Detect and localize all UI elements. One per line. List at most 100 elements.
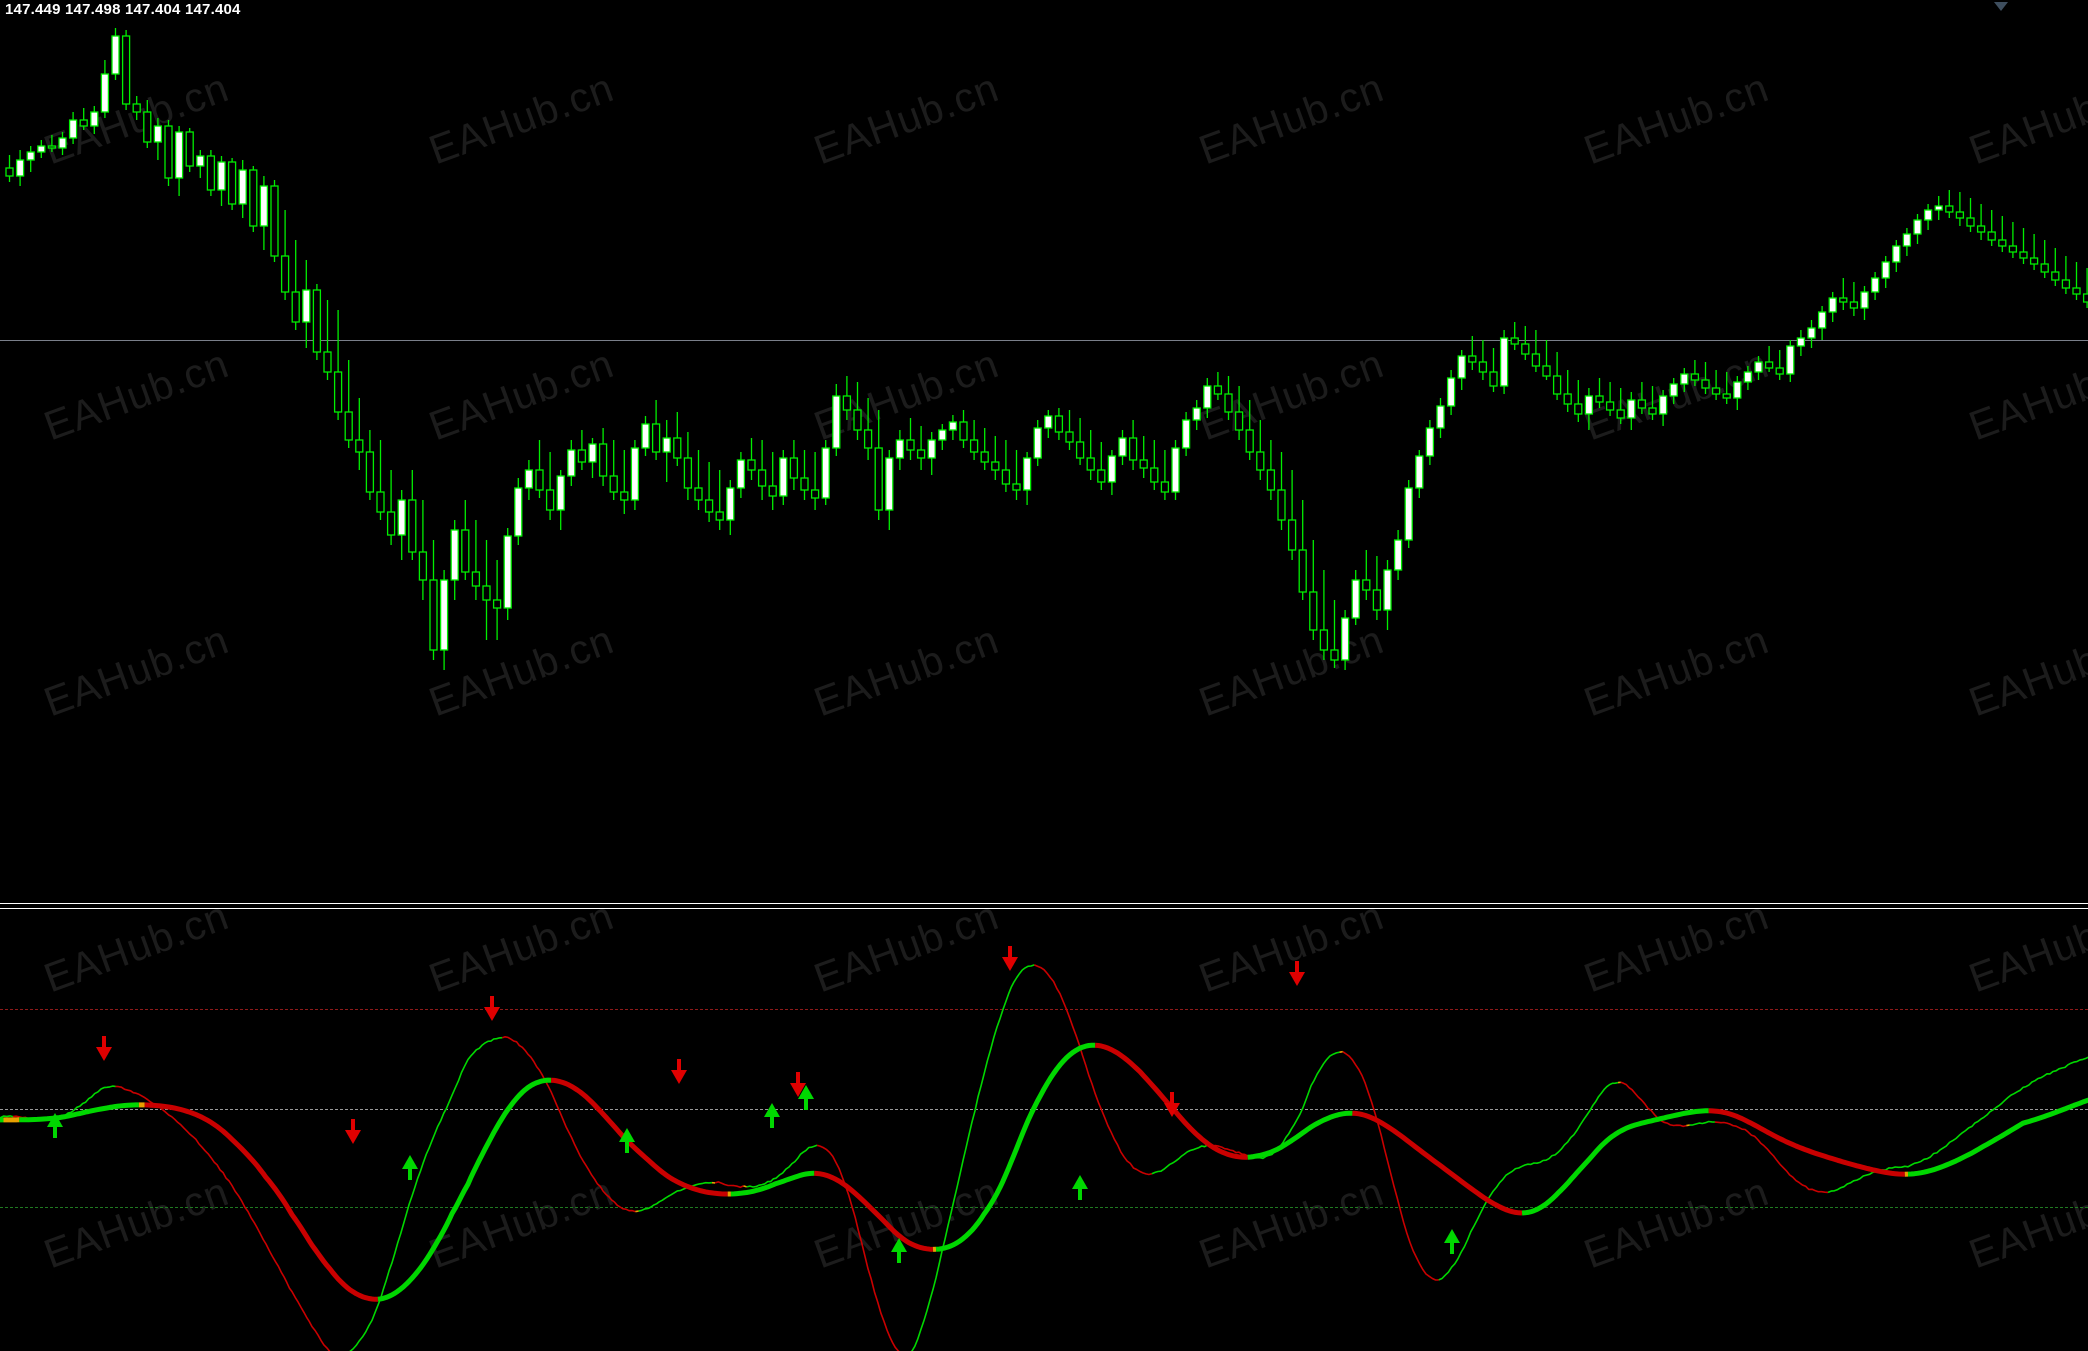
watermark-text: EAHub.cn <box>1578 892 1775 1002</box>
candle-body <box>1340 617 1350 661</box>
oscillator-fast-line <box>1714 1121 1829 1194</box>
candle-body <box>641 423 650 449</box>
watermark-text: EAHub.cn <box>808 892 1005 1002</box>
candle-body <box>715 511 724 521</box>
candle-body <box>2008 245 2018 253</box>
candle-body <box>1701 379 1710 389</box>
watermark-text: EAHub.cn <box>1193 892 1390 1002</box>
oscillator-fast-line <box>1255 1051 1340 1160</box>
candle-body <box>1044 415 1053 429</box>
candle-body <box>1902 233 1912 247</box>
oscillator-fast-line <box>115 1085 331 1351</box>
candle-body <box>37 145 46 153</box>
watermark-text: EAHub.cn <box>1578 1168 1775 1278</box>
candle-body <box>810 489 820 499</box>
oscillator-fast-line <box>743 1185 747 1188</box>
watermark-text: EAHub.cn <box>38 64 235 174</box>
sell-arrow-down-icon <box>96 1036 112 1061</box>
oscillator-overbought-level <box>0 1009 2088 1010</box>
candle-body <box>1075 441 1085 459</box>
candle-body <box>1277 489 1286 521</box>
candle-body <box>270 185 279 257</box>
oscillator-slow-line <box>730 1170 815 1197</box>
oscillator-oversold-level <box>0 1207 2088 1208</box>
candle-body <box>291 291 300 323</box>
watermark-text: EAHub.cn <box>1578 64 1775 174</box>
oscillator-fast-line <box>1438 1081 1619 1281</box>
candle-body <box>2072 287 2081 295</box>
candle-body <box>969 439 979 453</box>
oscillator-slow-line <box>1907 1097 2088 1177</box>
sell-arrow-down-icon <box>1289 961 1305 986</box>
candle-body <box>238 169 247 205</box>
candle-body <box>1298 549 1307 593</box>
candle-body <box>673 437 682 459</box>
oscillator-fast-line <box>1827 1056 2088 1194</box>
buy-arrow-up-icon <box>1444 1229 1460 1254</box>
oscillator-fast-line <box>43 1085 116 1121</box>
watermark-text: EAHub.cn <box>38 616 235 726</box>
candle-body <box>1415 455 1424 489</box>
candle-body <box>1457 355 1466 379</box>
sell-arrow-down-icon <box>345 1119 361 1144</box>
watermark-text: EAHub.cn <box>423 64 620 174</box>
watermark-text: EAHub.cn <box>1963 616 2088 726</box>
oscillator-fast-line <box>502 1036 636 1213</box>
candle-body <box>1446 377 1456 407</box>
watermark-text: EAHub.cn <box>808 340 1005 450</box>
watermark-text: EAHub.cn <box>1193 616 1390 726</box>
oscillator-slow-line <box>144 1102 378 1302</box>
candle-body <box>980 451 989 463</box>
candle-body <box>1828 297 1837 313</box>
candle-body <box>1637 399 1647 409</box>
oscillator-fast-line <box>1151 1144 1214 1175</box>
candle-body <box>1616 409 1625 419</box>
price-level-line <box>0 340 2088 341</box>
candle-body <box>1817 311 1827 329</box>
candle-body <box>895 439 905 459</box>
candle-body <box>1234 411 1244 431</box>
candle-body <box>1881 261 1890 279</box>
candle-body <box>598 443 608 477</box>
sell-arrow-down-icon <box>1164 1092 1180 1117</box>
candle-body <box>492 599 502 609</box>
chart-scroll-marker-icon[interactable] <box>1994 2 2008 11</box>
candle-body <box>5 167 14 177</box>
watermark-text: EAHub.cn <box>1193 64 1390 174</box>
candle-body <box>206 155 216 191</box>
panel-separator <box>0 903 2088 910</box>
buy-arrow-up-icon <box>891 1238 907 1263</box>
candle-body <box>1775 367 1784 375</box>
candle-body <box>1531 353 1541 367</box>
candle-body <box>1605 401 1615 411</box>
candle-body <box>344 411 353 441</box>
candle-body <box>1022 457 1032 491</box>
candle-body <box>885 457 894 511</box>
candle-body <box>1118 437 1127 457</box>
candle-body <box>1425 427 1435 457</box>
candle-body <box>1499 337 1509 387</box>
candle-body <box>2040 263 2049 273</box>
candle-body <box>1330 649 1339 661</box>
candle-body <box>832 395 841 449</box>
candle-body <box>1160 481 1170 493</box>
candle-body <box>916 449 926 459</box>
candle-body <box>1913 219 1922 235</box>
oscillator-fast-line <box>1339 1050 1343 1053</box>
candle-body <box>556 475 565 511</box>
candle-body <box>694 487 703 501</box>
candle-body <box>535 469 544 491</box>
candle-body <box>1521 343 1530 355</box>
oscillator-midline-level <box>0 1109 2088 1110</box>
candle-body <box>47 145 57 149</box>
candle-body <box>1892 245 1901 263</box>
candle-body <box>1574 403 1583 415</box>
oscillator-fast-line <box>1620 1081 1687 1128</box>
candle-body <box>1245 429 1254 453</box>
candle-body <box>1849 301 1859 309</box>
candle-body <box>1934 205 1943 211</box>
watermark-text: EAHub.cn <box>423 1168 620 1278</box>
watermark-text: EAHub.cn <box>1193 340 1390 450</box>
